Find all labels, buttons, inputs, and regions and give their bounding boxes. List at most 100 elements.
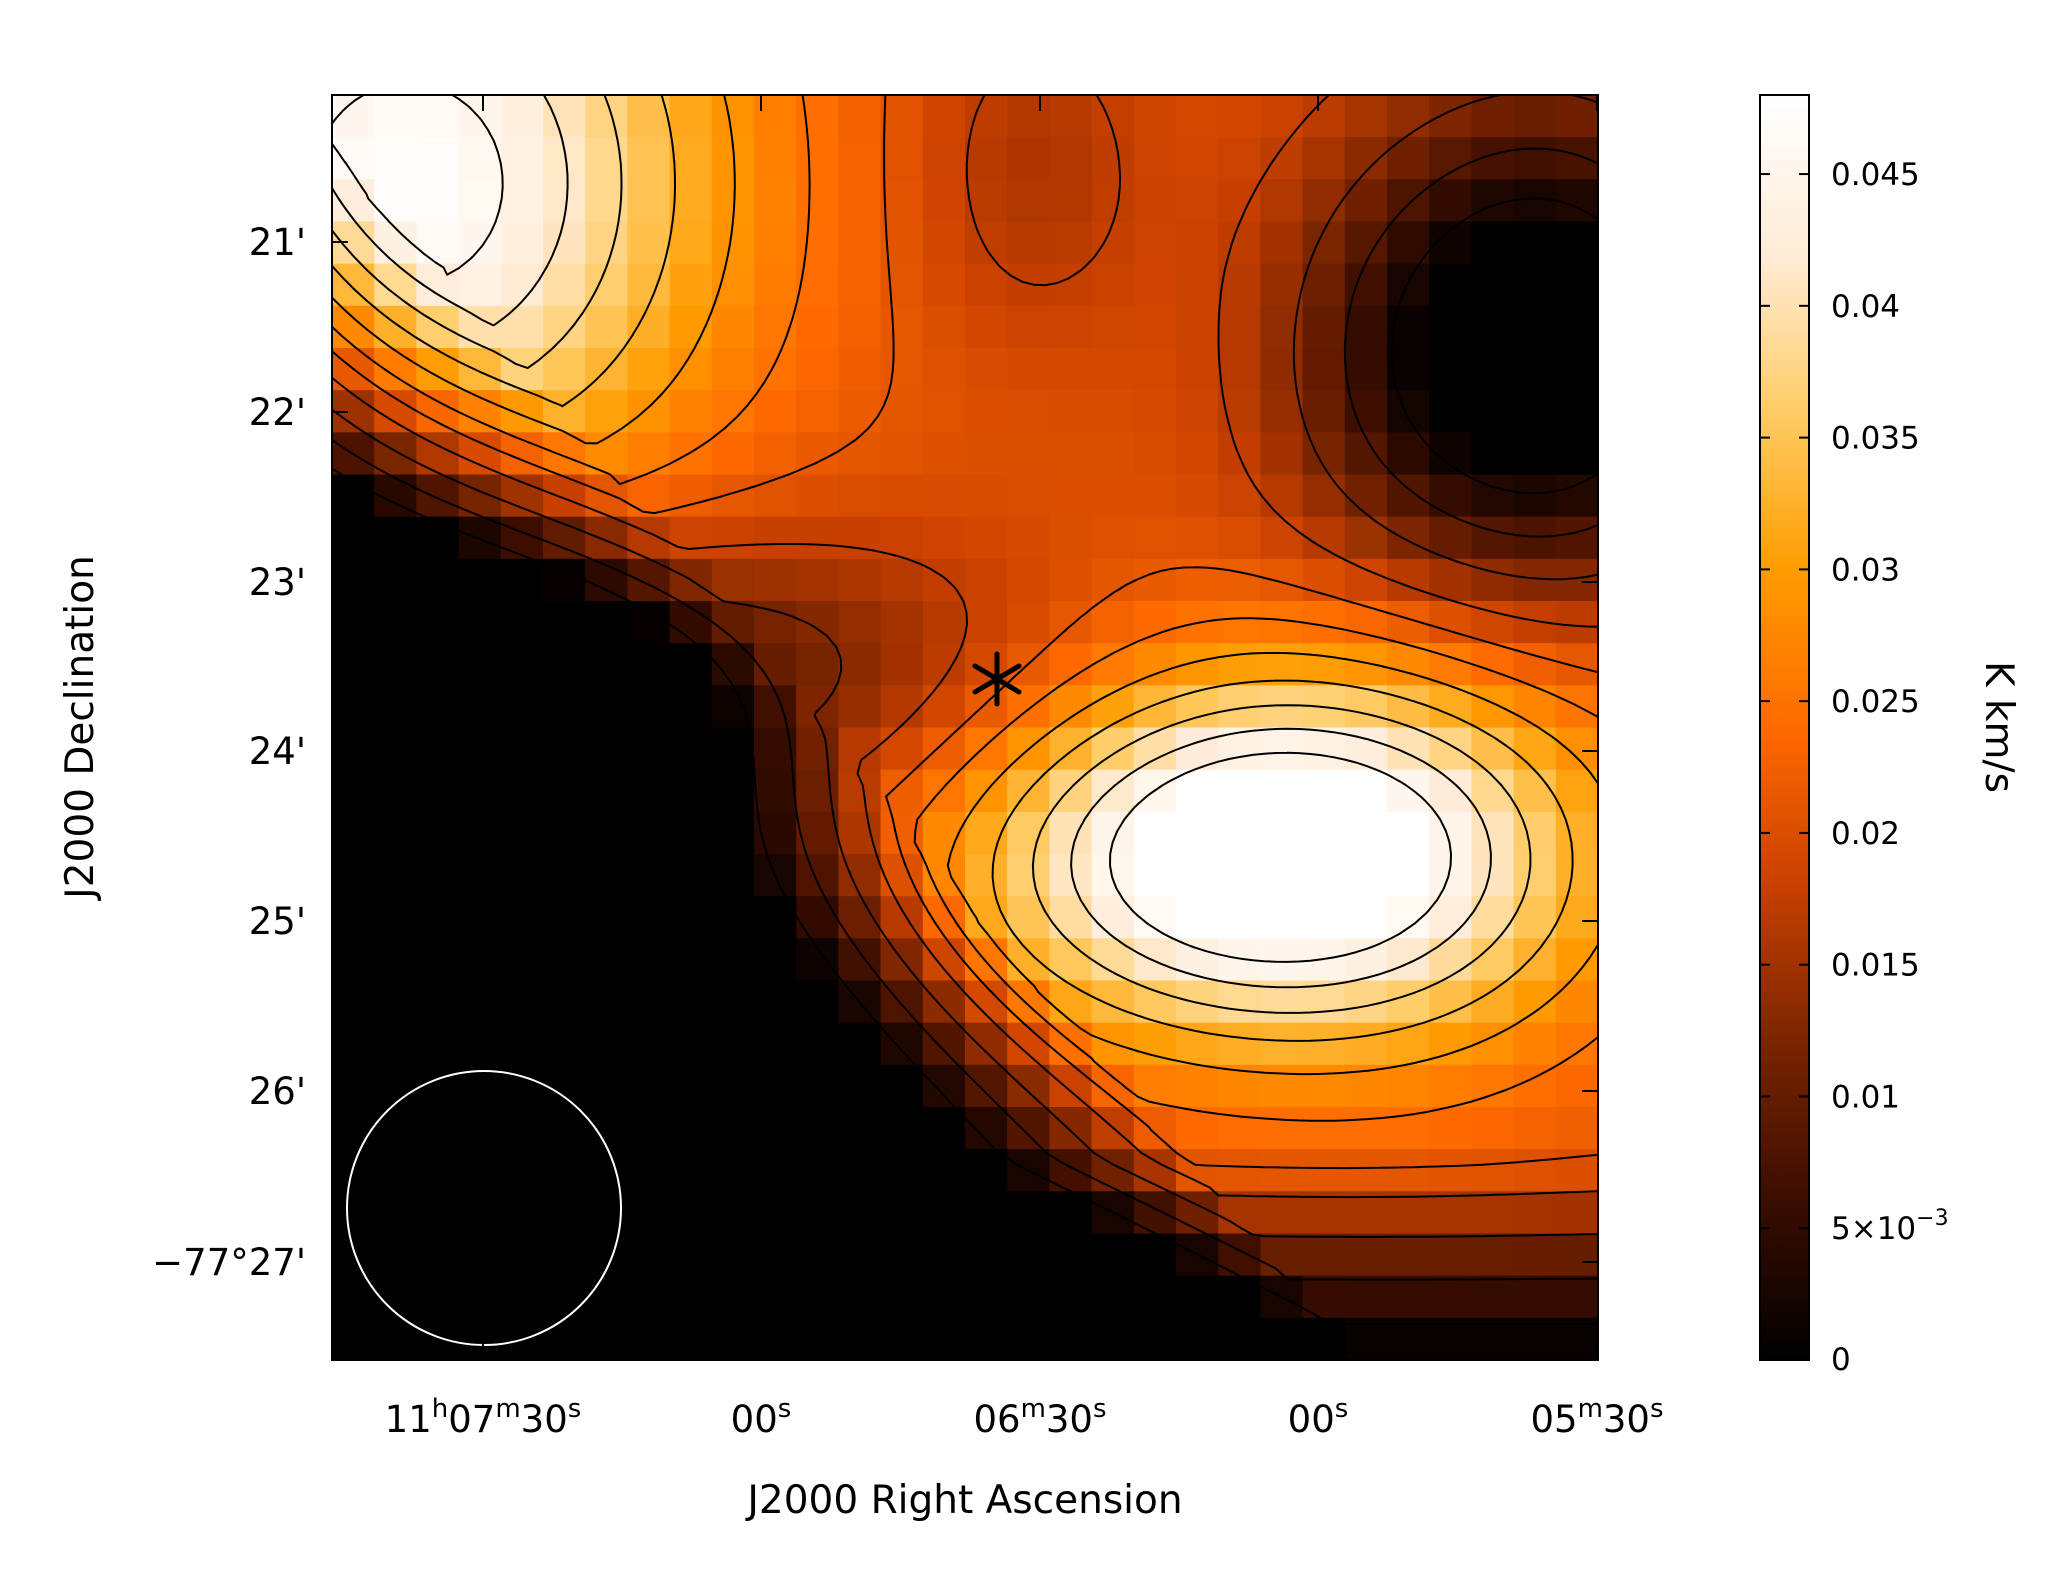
heatmap-cell <box>1007 137 1051 181</box>
heatmap-cell <box>416 1275 460 1319</box>
heatmap-cell <box>332 1107 375 1150</box>
heatmap-cell <box>332 896 375 940</box>
heatmap-cell <box>1387 938 1430 982</box>
heatmap-cell <box>416 1064 460 1108</box>
heatmap-cell <box>1218 221 1262 265</box>
heatmap-cell <box>332 811 375 855</box>
heatmap-cell <box>1049 516 1093 560</box>
heatmap-cell <box>543 811 586 855</box>
heatmap-cell <box>332 1233 375 1277</box>
heatmap-cell <box>1429 1149 1473 1193</box>
heatmap-cell <box>1513 221 1557 265</box>
heatmap-cell <box>1133 811 1177 855</box>
heatmap-cell <box>922 516 966 560</box>
heatmap-cell <box>796 474 840 518</box>
heatmap-cell <box>1049 263 1093 307</box>
heatmap-cell <box>838 896 882 940</box>
heatmap-cell <box>1260 1022 1304 1066</box>
heatmap-cell <box>838 1275 882 1319</box>
heatmap-cell <box>1007 980 1051 1024</box>
heatmap-cell <box>416 179 460 223</box>
heatmap-cell <box>543 474 586 518</box>
heatmap-cell <box>1260 558 1304 602</box>
heatmap-cell <box>1555 896 1598 940</box>
heatmap-cell <box>585 938 629 982</box>
heatmap-cell <box>374 601 418 644</box>
heatmap-cell <box>1387 95 1430 138</box>
heatmap-cell <box>1007 1275 1051 1319</box>
heatmap-cell <box>1302 1191 1346 1235</box>
heatmap-cell <box>458 432 502 476</box>
heatmap-cell <box>1513 1022 1557 1066</box>
heatmap-cell <box>1133 474 1177 518</box>
heatmap-cell <box>1218 980 1262 1024</box>
heatmap-cell <box>711 727 755 771</box>
heatmap-cell <box>838 1064 882 1108</box>
heatmap-cell <box>1176 1064 1219 1108</box>
heatmap-cell <box>1007 811 1051 855</box>
heatmap-cell <box>1513 1107 1557 1150</box>
heatmap-cell <box>1176 137 1219 181</box>
heatmap-cell <box>1429 1275 1473 1319</box>
heatmap-cell <box>965 727 1008 771</box>
y-tick-labels: 21' 22' 23' 24' 25' 26' −77°27' <box>152 221 306 1284</box>
heatmap-cell <box>669 811 713 855</box>
heatmap-cell <box>796 179 840 223</box>
heatmap-cell <box>332 980 375 1024</box>
heatmap-cell <box>332 601 375 644</box>
heatmap-cell <box>332 1317 375 1360</box>
y-tick-label: −77°27' <box>152 1241 306 1284</box>
heatmap-cell <box>1344 1022 1388 1066</box>
heatmap-cell <box>500 643 544 687</box>
colorbar-tick-label: 5×10−3 <box>1831 1206 1949 1247</box>
heatmap-cell <box>332 769 375 813</box>
heatmap-cell <box>1513 516 1557 560</box>
heatmap-cell <box>965 432 1008 476</box>
heatmap-cell <box>1049 137 1093 181</box>
heatmap-cell <box>838 1022 882 1066</box>
heatmap-cell <box>880 769 924 813</box>
heatmap-cell <box>1513 390 1557 434</box>
heatmap-cell <box>1513 938 1557 982</box>
heatmap-cell <box>1344 643 1388 687</box>
heatmap-cell <box>880 179 924 223</box>
heatmap-cell <box>543 1233 586 1277</box>
heatmap-cell <box>1387 1064 1430 1108</box>
heatmap-cell <box>1133 179 1177 223</box>
heatmap-cell <box>669 1107 713 1150</box>
heatmap-cell <box>1049 896 1093 940</box>
heatmap-cell <box>838 1191 882 1235</box>
heatmap-cell <box>1218 811 1262 855</box>
colorbar-tick-label: 0.01 <box>1831 1079 1900 1115</box>
heatmap-cell <box>1176 1022 1219 1066</box>
colorbar-ticks: 0 5×10−3 0.01 0.015 0.02 0.025 0.03 0.035 0.04 0.… <box>1760 157 1949 1378</box>
heatmap-cell <box>669 390 713 434</box>
heatmap-cell <box>585 1107 629 1150</box>
heatmap-cell <box>458 95 502 138</box>
x-tick-label: 00s <box>731 1394 792 1441</box>
heatmap-cell <box>1471 95 1515 138</box>
heatmap-cell <box>374 1064 418 1108</box>
heatmap-cell <box>543 1317 586 1360</box>
heatmap-cell <box>585 305 629 349</box>
heatmap-cell <box>627 980 671 1024</box>
heatmap-cell <box>332 643 375 687</box>
heatmap-cell <box>711 558 755 602</box>
colorbar-tick-label: 0.03 <box>1831 552 1900 588</box>
heatmap-cell <box>796 348 840 391</box>
heatmap-cell <box>585 685 629 729</box>
heatmap-cell <box>1260 1233 1304 1277</box>
heatmap-cell <box>1049 390 1093 434</box>
heatmap-cell <box>543 643 586 687</box>
heatmap-cell <box>754 938 797 982</box>
heatmap-cell <box>543 95 586 138</box>
heatmap-cell <box>1260 1107 1304 1150</box>
contour-line <box>332 95 1598 1170</box>
heatmap-cell <box>458 1233 502 1277</box>
heatmap-cell <box>922 221 966 265</box>
contour-line <box>332 95 1598 1122</box>
heatmap-cell <box>1344 305 1388 349</box>
heatmap-cell <box>1471 1191 1515 1235</box>
y-tick-label: 26' <box>249 1070 306 1113</box>
heatmap-cell <box>1260 854 1304 897</box>
